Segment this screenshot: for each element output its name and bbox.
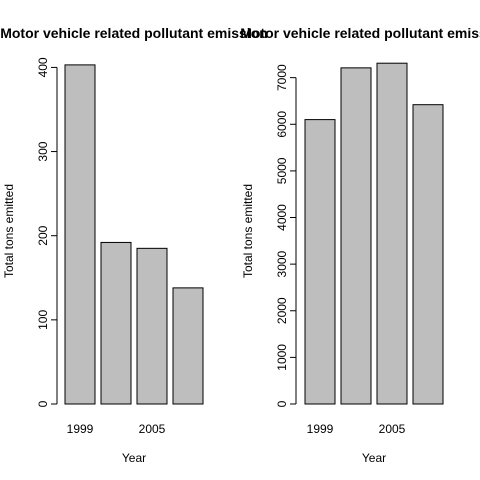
- right-chart-panel: Motor vehicle related pollutant emission…: [240, 25, 480, 465]
- right-y-tick-label: 3000: [275, 250, 289, 277]
- right-chart-xlabel: Year: [362, 451, 386, 465]
- right-y-tick-label: 4000: [275, 204, 289, 231]
- right-y-tick-label: 6000: [275, 111, 289, 138]
- left-y-tick-label: 300: [36, 141, 50, 161]
- right-y-tick-label: 7000: [275, 64, 289, 91]
- right-chart-title: Motor vehicle related pollutant emission: [240, 25, 480, 41]
- left-chart-xlabel: Year: [122, 451, 146, 465]
- left-chart-ylabel: Total tons emitted: [2, 184, 16, 278]
- left-bar-1999: [64, 64, 96, 405]
- right-chart-ylabel: Total tons emitted: [241, 184, 255, 278]
- left-x-tick-label: 1999: [67, 422, 94, 436]
- right-x-tick-label: 2005: [379, 422, 406, 436]
- right-bar-2005: [376, 62, 408, 405]
- left-bar-2002: [100, 241, 132, 405]
- left-x-tick-label: 2005: [139, 422, 166, 436]
- left-bar-2005: [136, 247, 168, 405]
- right-y-tick-label: 0: [275, 400, 289, 407]
- left-bar-2008: [172, 287, 204, 405]
- right-y-tick-label: 5000: [275, 157, 289, 184]
- right-y-tick-label: 2000: [275, 297, 289, 324]
- left-chart-title: Motor vehicle related pollutant emission: [0, 25, 268, 41]
- left-y-tick-label: 100: [36, 310, 50, 330]
- left-y-tick-label: 0: [36, 400, 50, 407]
- right-x-tick-label: 1999: [307, 422, 334, 436]
- left-chart-panel: Motor vehicle related pollutant emission…: [0, 25, 268, 465]
- right-bar-2008: [412, 104, 444, 405]
- right-y-tick-label: 1000: [275, 344, 289, 371]
- left-y-tick-label: 200: [36, 225, 50, 245]
- right-bar-2002: [340, 67, 372, 405]
- right-bar-1999: [304, 119, 336, 405]
- left-y-tick-label: 400: [36, 57, 50, 77]
